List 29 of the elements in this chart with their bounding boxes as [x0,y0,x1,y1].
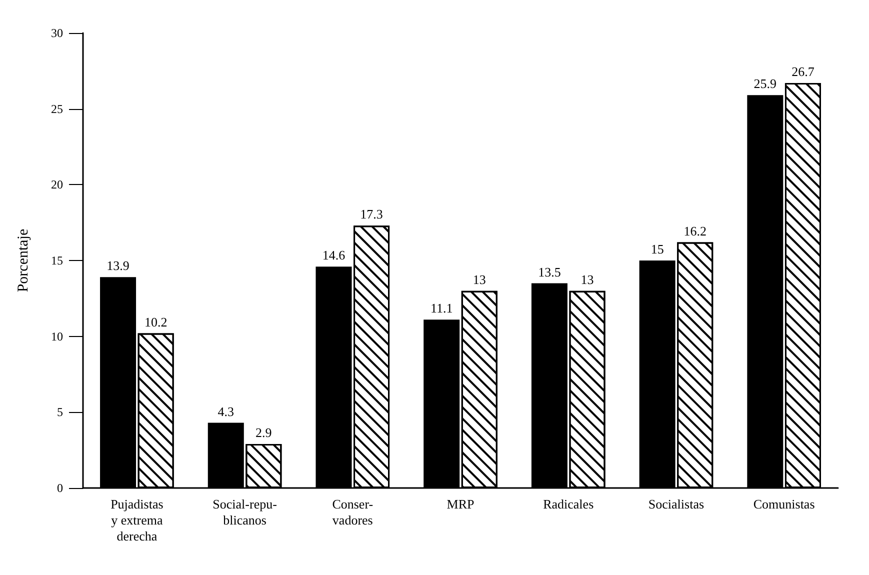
y-axis-title: Porcentaje [16,228,32,292]
data-label: 14.6 [322,248,346,263]
y-tick-label: 30 [51,26,63,40]
data-label: 15 [650,242,664,256]
x-tick-label: Pujadistas y extrema derecha [110,496,164,544]
data-label: 26.7 [792,64,815,80]
data-label: 13.5 [538,264,561,280]
y-tick-label: 5 [57,405,63,420]
y-tick-label: 0 [57,481,63,495]
y-tick-label: 25 [51,102,63,116]
data-label: 2.9 [256,425,272,440]
data-label: 4.3 [218,404,234,419]
data-label: 13.9 [106,258,130,274]
data-label: 16.2 [684,223,706,238]
x-tick-label: Comunistas [753,496,815,512]
x-tick-label: Socialistas [648,496,704,512]
x-tick-label: Conser- vadores [332,496,374,528]
y-tick-label: 10 [51,329,63,344]
data-label: 13 [580,272,594,287]
data-label: 13 [472,272,486,287]
x-tick-label: MRP [446,496,474,512]
x-tick-label: Social-repu- blicanos [212,496,277,528]
y-tick-label: 20 [51,178,63,192]
data-label: 17.3 [360,206,383,222]
data-label: 25.9 [754,76,777,92]
data-label: 10.2 [144,314,168,330]
x-tick-label: Radicales [543,496,594,512]
data-label: 11.1 [430,300,453,316]
y-tick-label: 15 [51,254,63,268]
